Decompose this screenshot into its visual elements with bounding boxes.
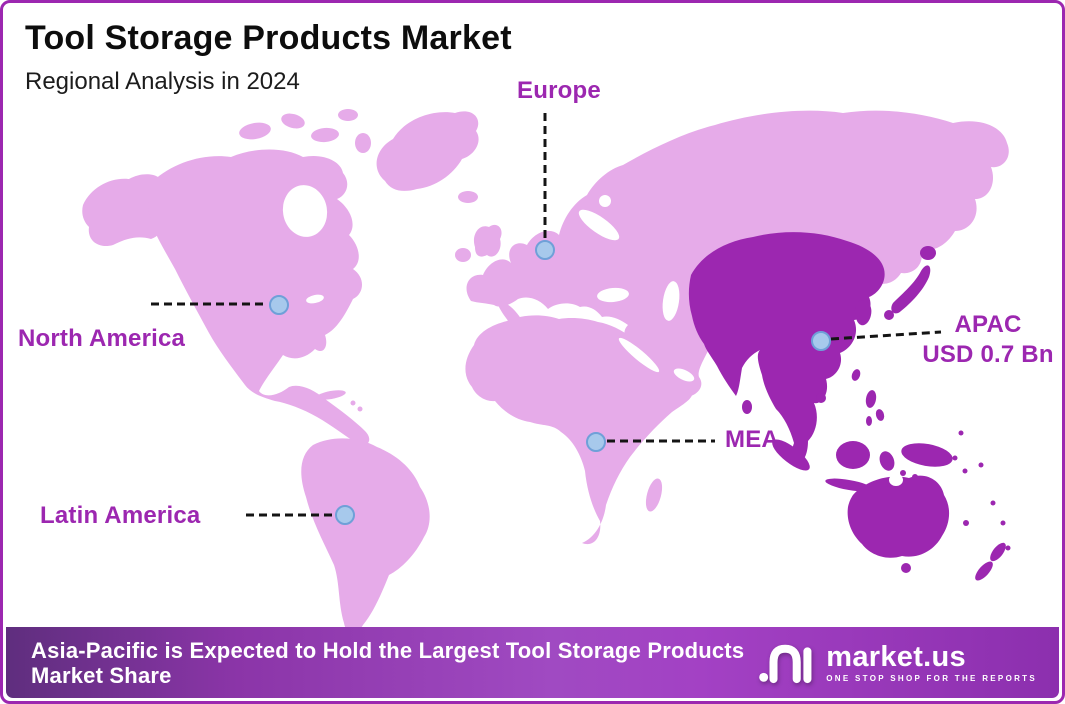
map-region-philippines <box>866 416 872 426</box>
region-label-latin-america: Latin America <box>40 502 201 529</box>
map-water-overlays <box>282 185 695 382</box>
map-region-borneo <box>836 441 870 469</box>
marker-north-america <box>269 295 289 315</box>
map-pacific-island <box>978 462 984 468</box>
region-label-apac-name: APAC <box>954 311 1022 338</box>
map-arctic-island <box>239 122 271 140</box>
world-map <box>82 109 1011 633</box>
map-region-new-zealand-south <box>975 561 993 581</box>
marker-apac <box>811 331 831 351</box>
footer-headline: Asia-Pacific is Expected to Hold the Lar… <box>31 637 745 688</box>
map-pacific-island <box>990 500 996 506</box>
region-label-europe: Europe <box>517 77 601 104</box>
hudson-bay-water <box>282 185 328 237</box>
map-region-iceland <box>458 191 478 203</box>
map-caribbean-island <box>350 400 356 406</box>
brand-name: market.us <box>826 641 966 673</box>
market-us-logo: market.us ONE STOP SHOP FOR THE REPORTS <box>757 638 1037 688</box>
page-subtitle: Regional Analysis in 2024 <box>25 68 300 95</box>
red-sea-water <box>618 337 660 373</box>
page-title: Tool Storage Products Market <box>25 19 512 57</box>
map-pacific-island <box>1000 520 1006 526</box>
region-label-mea: MEA <box>725 426 779 453</box>
map-region-north-america <box>148 149 370 446</box>
region-label-apac-value: USD 0.7 Bn <box>922 341 1054 368</box>
map-arctic-island <box>311 127 339 143</box>
map-caribbean-island <box>357 406 363 412</box>
map-pacific-island <box>900 470 906 476</box>
map-pacific-island <box>958 430 964 436</box>
map-arctic-island <box>281 113 305 129</box>
map-pacific-island <box>963 520 969 526</box>
leader-lines <box>151 113 942 517</box>
brand-tagline: ONE STOP SHOP FOR THE REPORTS <box>826 674 1037 683</box>
map-arctic-island <box>355 133 371 153</box>
map-region-kyushu <box>884 310 894 320</box>
map-region-africa <box>465 315 693 545</box>
marker-europe <box>535 240 555 260</box>
map-region-korea <box>854 300 872 326</box>
map-region-sulawesi <box>879 451 895 471</box>
persian-gulf-water <box>673 368 695 382</box>
map-region-sri-lanka <box>742 400 752 414</box>
map-region-new-guinea <box>901 443 953 467</box>
map-region-alaska <box>82 174 165 247</box>
map-region-hainan <box>816 393 826 403</box>
map-region-south-america <box>301 438 430 633</box>
map-region-japan <box>891 265 931 314</box>
map-region-greenland <box>376 111 479 191</box>
markers <box>269 240 831 525</box>
map-region-australia <box>847 475 950 558</box>
map-region-philippines <box>865 390 877 408</box>
brand-text-block: market.us ONE STOP SHOP FOR THE REPORTS <box>826 642 1037 683</box>
region-label-apac: APAC USD 0.7 Bn <box>915 310 1061 370</box>
map-region-hokkaido <box>920 246 936 260</box>
region-label-north-america: North America <box>18 325 186 352</box>
caspian-sea-water <box>662 281 680 321</box>
market-us-logo-icon <box>759 644 812 683</box>
map-pacific-island <box>952 455 958 461</box>
map-region-taiwan <box>851 369 861 381</box>
map-region-uk <box>473 224 502 257</box>
map-region-new-zealand-north <box>990 542 1006 562</box>
map-region-apac-mainland <box>688 232 885 463</box>
marker-latin-america <box>335 505 355 525</box>
map-region-philippines <box>875 409 885 421</box>
map-light-regions <box>82 109 1009 633</box>
great-lakes-water <box>306 294 324 304</box>
gulf-of-carpentaria-water <box>889 474 903 486</box>
marker-mea <box>586 432 606 452</box>
black-sea-water <box>597 287 629 303</box>
baltic-sea-water <box>578 209 620 241</box>
header: Tool Storage Products Market Regional An… <box>25 19 512 96</box>
map-region-sumatra <box>772 439 810 471</box>
map-arctic-island <box>338 109 358 121</box>
gulf-of-bothnia-water <box>599 195 611 207</box>
map-pacific-island <box>962 468 968 474</box>
map-region-tasmania <box>901 563 911 573</box>
map-pacific-island <box>1005 545 1011 551</box>
map-region-ireland <box>455 248 471 262</box>
leader-line-apac <box>830 330 942 341</box>
map-region-madagascar <box>645 478 663 512</box>
footer-banner: Asia-Pacific is Expected to Hold the Lar… <box>6 627 1059 698</box>
map-dark-regions <box>688 232 1011 581</box>
map-region-cuba <box>316 390 346 400</box>
